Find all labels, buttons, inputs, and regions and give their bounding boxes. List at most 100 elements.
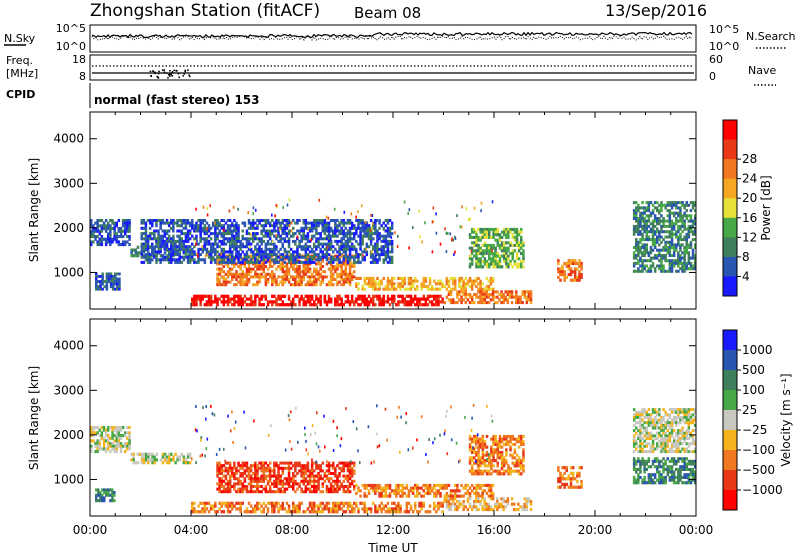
heatmap-cell <box>378 234 381 238</box>
heatmap-cell <box>485 290 489 294</box>
heatmap-cell <box>287 297 291 301</box>
heatmap-cell <box>285 275 289 279</box>
heatmap-cell <box>195 297 198 301</box>
heatmap-cell <box>376 287 379 291</box>
heatmap-cell <box>340 245 343 249</box>
heatmap-cell <box>191 300 194 304</box>
heatmap-cell <box>256 466 259 470</box>
heatmap-cell <box>505 235 508 239</box>
heatmap-cell <box>313 257 316 261</box>
heatmap-cell <box>332 245 335 249</box>
heatmap-cell <box>245 270 249 274</box>
heatmap-cell <box>689 214 693 218</box>
heatmap-cell <box>693 267 696 271</box>
heatmap-cell <box>670 238 674 242</box>
heatmap-cell <box>420 504 423 508</box>
heatmap-cell <box>313 250 316 254</box>
heatmap-cell <box>342 466 345 470</box>
heatmap-cell <box>357 258 360 262</box>
heatmap-cell <box>285 501 289 505</box>
heatmap-cell <box>487 295 491 299</box>
heatmap-cell <box>693 222 696 226</box>
heatmap-cell <box>525 298 529 302</box>
heatmap-cell <box>167 258 171 262</box>
heatmap-cell <box>500 230 504 234</box>
heatmap-cell <box>252 237 255 241</box>
heatmap-cell <box>226 237 230 241</box>
heatmap-cell <box>241 260 244 264</box>
heatmap-cell <box>411 284 415 288</box>
heatmap-cell <box>271 229 274 233</box>
heatmap-cell <box>323 474 327 478</box>
heatmap-cell <box>132 455 135 459</box>
heatmap-cell <box>376 276 379 280</box>
heatmap-cell <box>121 434 125 438</box>
heatmap-cell <box>384 245 388 249</box>
heatmap-cell <box>258 485 261 488</box>
heatmap-cell <box>279 226 282 230</box>
heatmap-cell <box>233 260 236 264</box>
heatmap-cell <box>660 267 663 271</box>
heatmap-cell <box>488 252 491 256</box>
heatmap-cell <box>460 301 463 305</box>
heatmap-cell <box>268 224 272 228</box>
heatmap-cell <box>228 280 232 284</box>
heatmap-cell <box>334 487 337 491</box>
heatmap-cell <box>334 239 337 243</box>
heatmap-cell <box>294 482 297 486</box>
heatmap-cell <box>645 232 648 236</box>
heatmap-cell <box>441 284 444 288</box>
heatmap-cell <box>332 510 335 514</box>
heatmap-cell <box>416 284 419 288</box>
heatmap-cell <box>363 229 366 233</box>
heatmap-cell <box>683 203 686 207</box>
heatmap-cell <box>308 469 312 473</box>
heatmap-cell <box>191 258 194 262</box>
heatmap-cell <box>142 245 146 249</box>
heatmap-cell <box>271 294 274 298</box>
heatmap-cell <box>115 434 118 438</box>
heatmap-cell <box>567 259 571 263</box>
heatmap-cell <box>355 250 358 254</box>
heatmap-cell <box>310 490 314 494</box>
heatmap-cell <box>470 249 473 253</box>
heatmap-cell <box>226 501 230 505</box>
heatmap-cell <box>165 229 169 233</box>
heatmap-cell <box>388 297 392 301</box>
heatmap-cell <box>437 287 440 291</box>
heatmap-cell <box>479 227 482 231</box>
heatmap-cell <box>430 303 434 307</box>
heatmap-cell <box>260 267 263 271</box>
freq-left-tick-high: 18 <box>72 53 86 66</box>
heatmap-cell <box>325 215 328 219</box>
heatmap-cell <box>334 219 337 222</box>
heatmap-cell <box>226 487 230 491</box>
heatmap-cell <box>668 219 672 223</box>
heatmap-cell <box>329 297 333 301</box>
heatmap-cell <box>218 229 221 233</box>
heatmap-cell <box>214 234 217 238</box>
heatmap-cell <box>281 258 284 262</box>
heatmap-cell <box>353 485 356 488</box>
heatmap-cell <box>393 284 396 288</box>
heatmap-cell <box>90 426 93 430</box>
heatmap-cell <box>321 265 324 268</box>
heatmap-cell <box>111 277 115 281</box>
heatmap-cell <box>144 224 148 228</box>
heatmap-cell <box>165 245 169 249</box>
heatmap-cell <box>193 300 196 304</box>
heatmap-cell <box>247 303 251 307</box>
heatmap-cell <box>148 255 152 259</box>
heatmap-cell <box>165 458 169 462</box>
heatmap-cell <box>262 474 265 478</box>
heatmap-cell <box>113 235 116 239</box>
heatmap-cell <box>329 275 333 279</box>
heatmap-cell <box>254 208 257 212</box>
heatmap-cell <box>664 219 667 223</box>
heatmap-cell <box>235 232 238 236</box>
heatmap-cell <box>287 482 291 486</box>
heatmap-cell <box>422 501 425 505</box>
heatmap-cell <box>313 260 316 264</box>
heatmap-cell <box>126 229 129 233</box>
heatmap-cell <box>329 245 333 249</box>
